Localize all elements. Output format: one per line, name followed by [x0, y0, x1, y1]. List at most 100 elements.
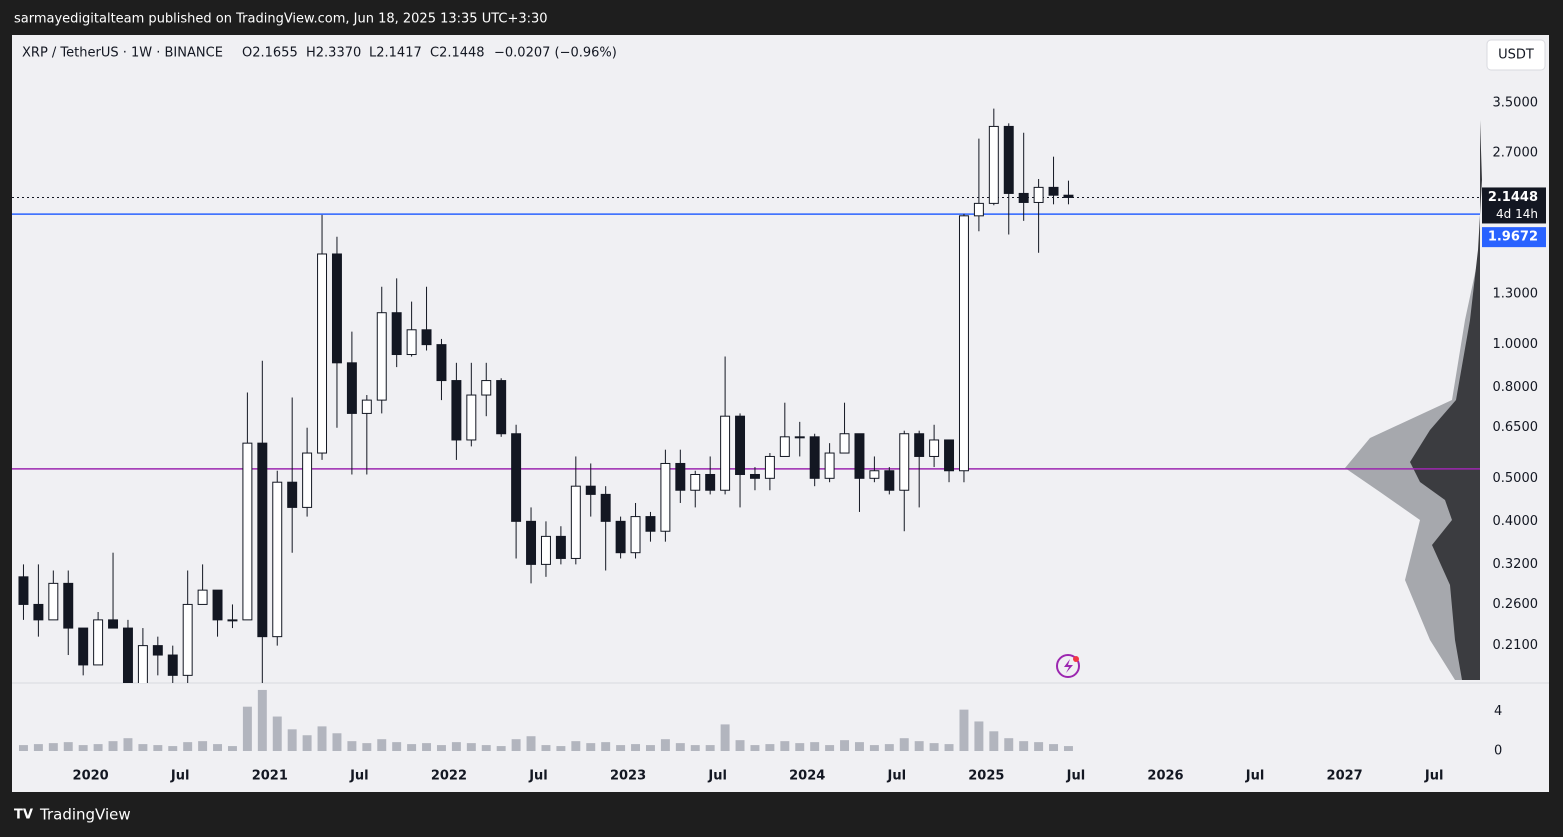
volume-bar — [1019, 741, 1029, 751]
x-tick-label: Jul — [528, 769, 548, 784]
volume-bar — [1004, 738, 1014, 751]
volume-bar — [944, 744, 954, 751]
symbol: XRP / TetherUS · 1W · BINANCE — [22, 46, 223, 61]
volume-bar — [436, 745, 446, 751]
volume-bar — [466, 743, 476, 751]
last-price-label: 2.1448 — [1488, 190, 1538, 205]
candle-body — [212, 589, 223, 621]
candle-body — [108, 619, 119, 629]
candle-body — [735, 415, 746, 475]
volume-bar — [198, 741, 208, 751]
volume-bar — [407, 744, 417, 751]
volume-profile — [1410, 120, 1482, 680]
candle-body — [376, 312, 387, 401]
ohlc-change: −0.0207 (−0.96%) — [494, 46, 617, 61]
y-tick-label: 1.3000 — [1493, 287, 1539, 302]
volume-bar — [601, 742, 611, 751]
y-tick-label: 0.6500 — [1493, 420, 1539, 435]
volume-bar — [854, 742, 864, 751]
candle-body — [421, 329, 432, 346]
event-icon[interactable] — [1056, 654, 1080, 678]
x-tick-label: Jul — [707, 769, 727, 784]
candle-body — [436, 344, 447, 382]
volume-bar — [631, 744, 641, 751]
candle-body — [481, 380, 492, 396]
candle-body — [137, 645, 148, 683]
candle-body — [570, 485, 581, 559]
volume-bar — [302, 735, 312, 751]
candle-body — [645, 516, 656, 532]
volume-bar — [1063, 746, 1073, 751]
candle-body — [884, 470, 895, 491]
candle-body — [944, 439, 955, 472]
candle-body — [331, 253, 342, 364]
y-tick-label: 3.5000 — [1493, 96, 1539, 111]
volume-bar — [511, 739, 521, 751]
volume-bar — [989, 731, 999, 751]
x-tick-label: Jul — [1245, 769, 1265, 784]
y-tick-label: 0.8000 — [1493, 380, 1539, 395]
volume-bar — [795, 743, 805, 751]
volume-bar — [78, 745, 88, 751]
candle-body — [272, 481, 283, 638]
x-tick-label: Jul — [1424, 769, 1444, 784]
candle-body — [152, 645, 163, 656]
volume-bar — [1034, 742, 1044, 751]
volume-bar — [690, 745, 700, 751]
candle-body — [764, 455, 775, 479]
volume-bar — [272, 716, 282, 751]
volume-bar — [541, 745, 551, 751]
volume-bar — [1049, 744, 1059, 751]
candle-body — [511, 433, 522, 522]
candle-body — [839, 433, 850, 454]
candle-body — [227, 619, 238, 622]
volume-bar — [750, 745, 760, 751]
volume-bar — [257, 689, 267, 751]
level-price-label: 1.9672 — [1488, 230, 1538, 245]
candle-body — [391, 312, 402, 356]
x-tick-label: Jul — [170, 769, 190, 784]
volume-bar — [138, 744, 148, 751]
candle-body — [1018, 192, 1029, 203]
volume-bar — [481, 745, 491, 751]
candle-body — [18, 576, 29, 605]
candle-body — [1063, 194, 1074, 198]
candle-body — [540, 535, 551, 565]
volume-bar — [899, 738, 909, 751]
candle-body — [600, 493, 611, 522]
currency[interactable]: USDT — [1498, 48, 1534, 63]
ohlc-low: L2.1417 — [369, 46, 422, 61]
x-tick-label: 2026 — [1147, 769, 1183, 784]
volume-bar — [422, 743, 432, 751]
candle-body — [988, 125, 999, 204]
candle-body — [182, 603, 193, 676]
candle-body — [958, 215, 969, 472]
candle-body — [48, 582, 59, 621]
volume-bar — [362, 743, 372, 751]
volume-bar — [720, 724, 730, 751]
x-tick-label: 2027 — [1327, 769, 1363, 784]
volume-bar — [451, 742, 461, 751]
published: sarmayedigitalteam published on TradingV… — [14, 12, 548, 27]
volume-bar — [735, 740, 745, 751]
brand: TradingView — [39, 806, 131, 824]
y-tick-label: 0.2600 — [1493, 597, 1539, 612]
candle-body — [287, 481, 298, 508]
volume-tick-label: 4 — [1494, 704, 1502, 719]
volume-bar — [675, 743, 685, 751]
y-tick-label: 1.0000 — [1493, 337, 1539, 352]
x-tick-label: Jul — [1066, 769, 1086, 784]
candle-body — [346, 362, 357, 414]
volume-bar — [884, 744, 894, 751]
ohlc-close: C2.1448 — [430, 46, 485, 61]
volume-bar — [660, 739, 670, 751]
volume-bar — [825, 745, 835, 751]
candle-body — [122, 627, 133, 683]
volume-bar — [765, 744, 775, 751]
volume-bar — [840, 740, 850, 751]
currency-button[interactable] — [1486, 39, 1546, 71]
candle-body — [466, 394, 477, 441]
x-tick-label: 2025 — [968, 769, 1004, 784]
x-tick-label: Jul — [349, 769, 369, 784]
